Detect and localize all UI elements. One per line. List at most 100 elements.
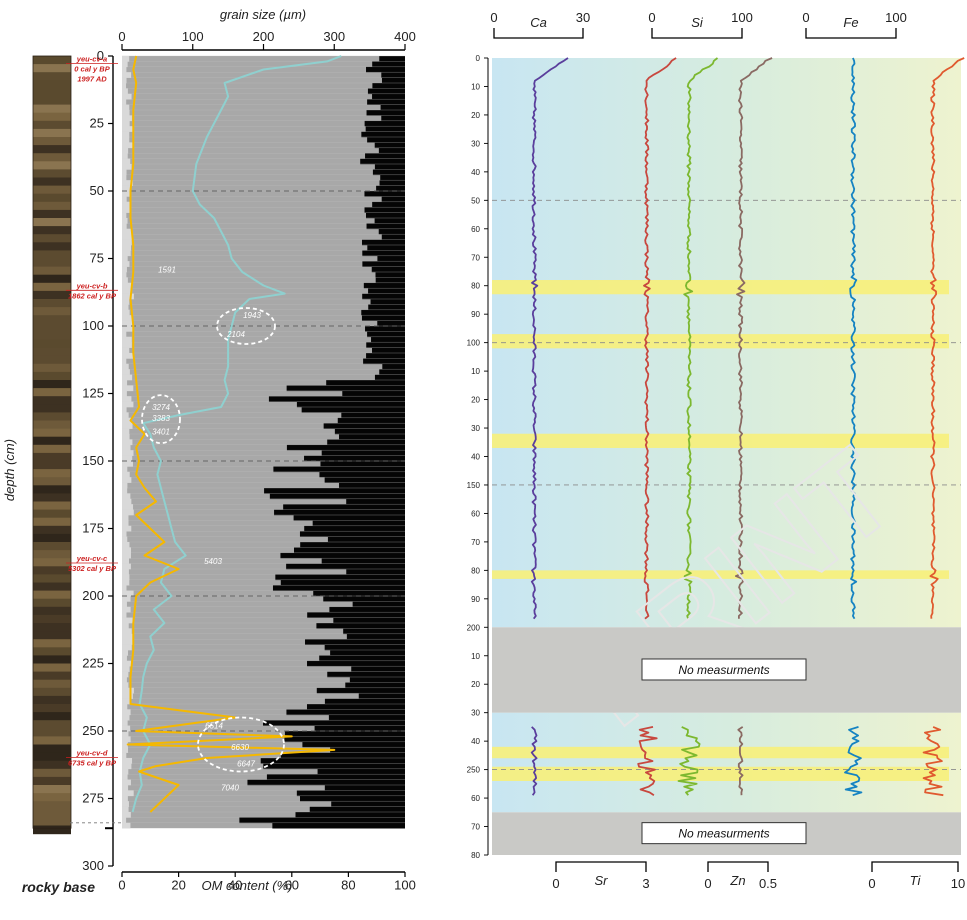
- age-label: 7040: [221, 784, 239, 793]
- black-fill: [294, 547, 405, 554]
- right-gridlines: [492, 199, 961, 771]
- black-fill: [361, 239, 405, 246]
- om-fill: [122, 56, 130, 62]
- depth-axis-tick-label: 100: [82, 318, 104, 333]
- black-fill: [280, 579, 405, 586]
- black-fill: [362, 250, 405, 257]
- om-fill: [122, 444, 131, 451]
- core-photo-slice: [33, 201, 71, 211]
- om-fill: [122, 261, 130, 267]
- bottom-element-axis-name: Ti: [910, 873, 922, 888]
- core-photo-slice: [33, 501, 71, 511]
- right-depth-tick-label: 40: [471, 168, 480, 177]
- age-label: 6630: [231, 743, 249, 752]
- black-fill: [351, 666, 405, 672]
- core-photo-slice: [33, 363, 71, 373]
- black-fill: [374, 164, 405, 170]
- core-photo-slice: [33, 234, 71, 243]
- core-photo-slice: [33, 274, 71, 284]
- black-fill: [366, 110, 405, 116]
- om-fill: [122, 66, 127, 73]
- black-fill: [374, 142, 405, 149]
- bottom-element-axis-min: 0: [868, 876, 875, 891]
- om-fill: [122, 542, 130, 548]
- core-photo-slice: [33, 558, 71, 567]
- om-fill: [122, 245, 131, 251]
- core-photo-slice: [33, 72, 71, 81]
- om-fill: [122, 569, 129, 575]
- core-photo-slice: [33, 623, 71, 632]
- om-fill: [122, 412, 129, 419]
- right-depth-tick-label: 80: [471, 566, 480, 575]
- age-label: 1591: [158, 265, 176, 274]
- black-fill: [317, 768, 405, 775]
- om-fill: [122, 228, 132, 235]
- om-fill: [122, 320, 134, 327]
- black-fill: [331, 801, 405, 807]
- om-fill: [122, 585, 127, 591]
- black-fill: [377, 320, 405, 327]
- black-fill: [313, 590, 405, 597]
- black-fill: [378, 147, 405, 154]
- black-fill: [309, 806, 405, 813]
- top-element-axis-name: Fe: [843, 15, 858, 30]
- om-fill: [122, 212, 127, 219]
- right-depth-tick-label: 0: [476, 54, 481, 63]
- black-fill: [363, 282, 405, 289]
- black-fill: [345, 682, 405, 689]
- depth-axis-tick-label: 75: [90, 251, 104, 266]
- top-element-axis: [651, 28, 743, 39]
- black-fill: [367, 137, 405, 143]
- bottom-element-axis-max: 10: [951, 876, 965, 891]
- core-photo-slice: [33, 590, 71, 600]
- core-photo-slice: [33, 290, 71, 300]
- core-photo-slice: [33, 404, 71, 413]
- black-fill: [370, 299, 405, 305]
- om-fill: [122, 174, 127, 181]
- element-line: [849, 57, 858, 620]
- core-photo-slice: [33, 88, 71, 98]
- core-photo-slice: [33, 80, 71, 89]
- core-photo-slice: [33, 525, 71, 535]
- depth-axis-tick-label: 175: [82, 521, 104, 536]
- om-fill: [122, 153, 128, 159]
- black-fill: [380, 174, 405, 181]
- om-fill: [122, 137, 130, 143]
- black-fill: [301, 407, 405, 413]
- om-fill: [122, 693, 133, 699]
- black-fill: [316, 623, 405, 629]
- black-fill: [272, 585, 405, 591]
- no-measurement-label: No measurments: [678, 827, 769, 841]
- top-element-axis-name: Ca: [530, 15, 547, 30]
- om-fill: [122, 61, 128, 68]
- black-fill: [305, 639, 405, 645]
- om-fill: [122, 628, 132, 635]
- top-axis-tick-label: 300: [323, 29, 345, 44]
- om-fill: [122, 617, 133, 624]
- om-fill: [122, 77, 127, 84]
- core-photo-slice: [33, 153, 71, 162]
- no-measurement-label: No measurments: [678, 663, 769, 677]
- om-fill: [122, 677, 127, 683]
- depth-axis-tick-label: 150: [82, 453, 104, 468]
- bottom-element-axis: [555, 861, 647, 872]
- core-photo-slice: [33, 209, 71, 219]
- bottom-element-axis-max: 0.5: [759, 876, 777, 891]
- om-fill: [122, 633, 134, 640]
- black-fill: [263, 720, 405, 726]
- om-fill: [122, 363, 129, 370]
- element-line: [683, 57, 719, 619]
- core-photo-slice: [33, 817, 71, 827]
- black-fill: [379, 56, 405, 62]
- highlight-band: [492, 746, 949, 759]
- highlight-band: [492, 570, 949, 579]
- age-ellipse: [141, 394, 181, 445]
- right-depth-tick-label: 20: [471, 111, 480, 120]
- black-fill: [342, 390, 405, 397]
- black-fill: [364, 207, 405, 213]
- right-depth-tick-label: 70: [471, 823, 480, 832]
- age-label: 1943: [243, 311, 261, 320]
- right-depth-tick-label: 100: [467, 339, 481, 348]
- black-fill: [361, 309, 405, 316]
- bottom-element-axis-max: 3: [642, 876, 649, 891]
